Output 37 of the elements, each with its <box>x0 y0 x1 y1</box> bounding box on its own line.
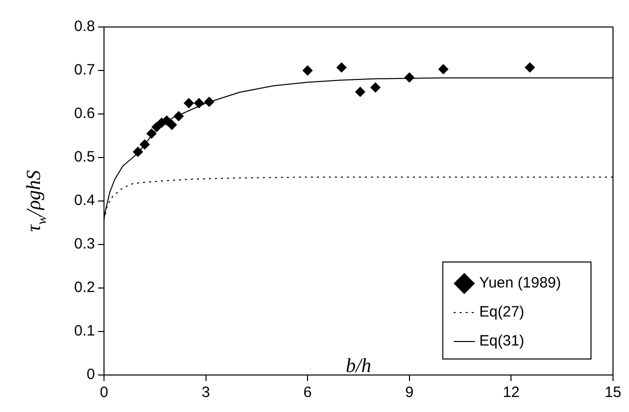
point <box>370 82 380 92</box>
point <box>524 62 535 72</box>
x-tick-label: 6 <box>303 384 312 402</box>
x-tick-label: 3 <box>202 384 210 402</box>
x-tick-label: 12 <box>502 384 520 402</box>
point <box>302 66 313 76</box>
y-tick-label: 0 <box>86 366 95 384</box>
y-tick-label: 0.4 <box>74 192 95 210</box>
x-axis-title: b/h <box>346 355 372 377</box>
point <box>132 146 143 157</box>
point <box>166 120 177 130</box>
point <box>184 98 194 108</box>
legend-label: Eq(27) <box>479 304 524 321</box>
y-tick-label: 0.2 <box>74 279 95 296</box>
point <box>162 116 172 126</box>
point <box>146 128 157 139</box>
y-axis-title: τw/ρghS <box>23 170 50 232</box>
legend-label: Eq(31) <box>479 332 524 350</box>
point <box>140 139 150 150</box>
point <box>336 62 347 72</box>
point <box>194 98 204 108</box>
legend-label: Yuen (1989) <box>479 274 562 292</box>
y-tick-label: 0.6 <box>74 105 95 122</box>
point <box>404 72 414 82</box>
y-tick-label: 0.7 <box>74 62 95 79</box>
y-tick-label: 0.1 <box>74 322 95 340</box>
point <box>438 64 448 74</box>
x-tick-label: 9 <box>405 384 414 402</box>
y-tick-label: 0.8 <box>74 18 95 36</box>
point <box>174 111 184 122</box>
x-tick-label: 15 <box>604 384 622 402</box>
point <box>204 96 214 107</box>
point <box>355 86 366 97</box>
x-tick-label: 0 <box>100 384 108 402</box>
point <box>152 122 162 132</box>
y-tick-label: 0.5 <box>74 148 95 166</box>
y-tick-label: 0.3 <box>74 236 95 253</box>
